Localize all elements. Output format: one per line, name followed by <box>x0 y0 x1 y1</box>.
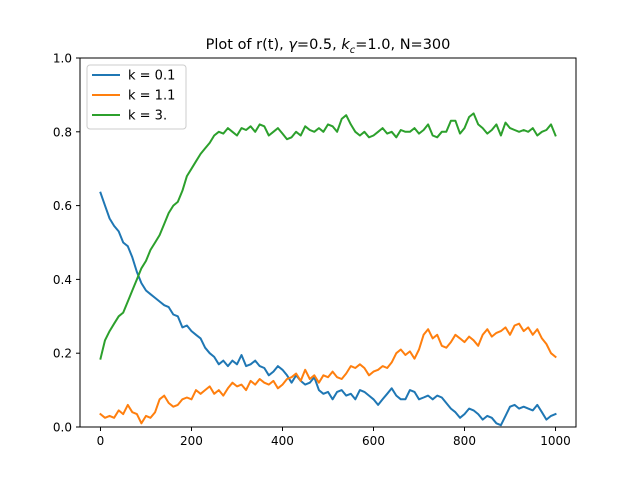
x-tick-label: 0 <box>97 434 105 448</box>
plot-frame <box>79 57 577 428</box>
title-k-symbol: k <box>341 37 350 53</box>
series-group <box>99 112 557 427</box>
legend-label-1: k = 0.1 <box>128 69 175 84</box>
x-tick-label: 1000 <box>540 434 571 448</box>
series-line-3 <box>99 112 557 360</box>
legend: k = 0.1 k = 1.1 k = 3. <box>86 64 187 130</box>
title-gamma-symbol: γ <box>288 37 298 53</box>
x-tick-label: 400 <box>271 434 294 448</box>
x-tick-label: 800 <box>453 434 476 448</box>
x-tick-label: 600 <box>362 434 385 448</box>
y-tick-label: 0.4 <box>53 273 72 287</box>
y-tick-label: 0.2 <box>53 347 72 361</box>
title-prefix: Plot of r(t), <box>206 37 289 53</box>
title-gamma-value: =0.5, <box>297 37 341 53</box>
y-tick-label: 0.6 <box>53 199 72 213</box>
y-tick-label: 1.0 <box>53 52 72 66</box>
series-line-1 <box>99 191 557 427</box>
series-line-2 <box>99 322 557 425</box>
legend-label-3: k = 3. <box>128 109 167 124</box>
x-tick-label: 200 <box>180 434 203 448</box>
legend-label-2: k = 1.1 <box>128 89 175 104</box>
y-tick-label: 0.8 <box>53 125 72 139</box>
title-k-subscript: c <box>350 45 356 56</box>
legend-box <box>86 64 187 130</box>
y-tick-label: 0.0 <box>53 421 72 435</box>
axes: 0 200 400 600 800 1000 0.0 0.2 0.4 0.6 0.8 1.0 <box>53 52 577 448</box>
chart-title: Plot of r(t), γ=0.5, kc=1.0, N=300 <box>206 37 451 56</box>
title-k-value: =1.0, N=300 <box>355 37 450 53</box>
